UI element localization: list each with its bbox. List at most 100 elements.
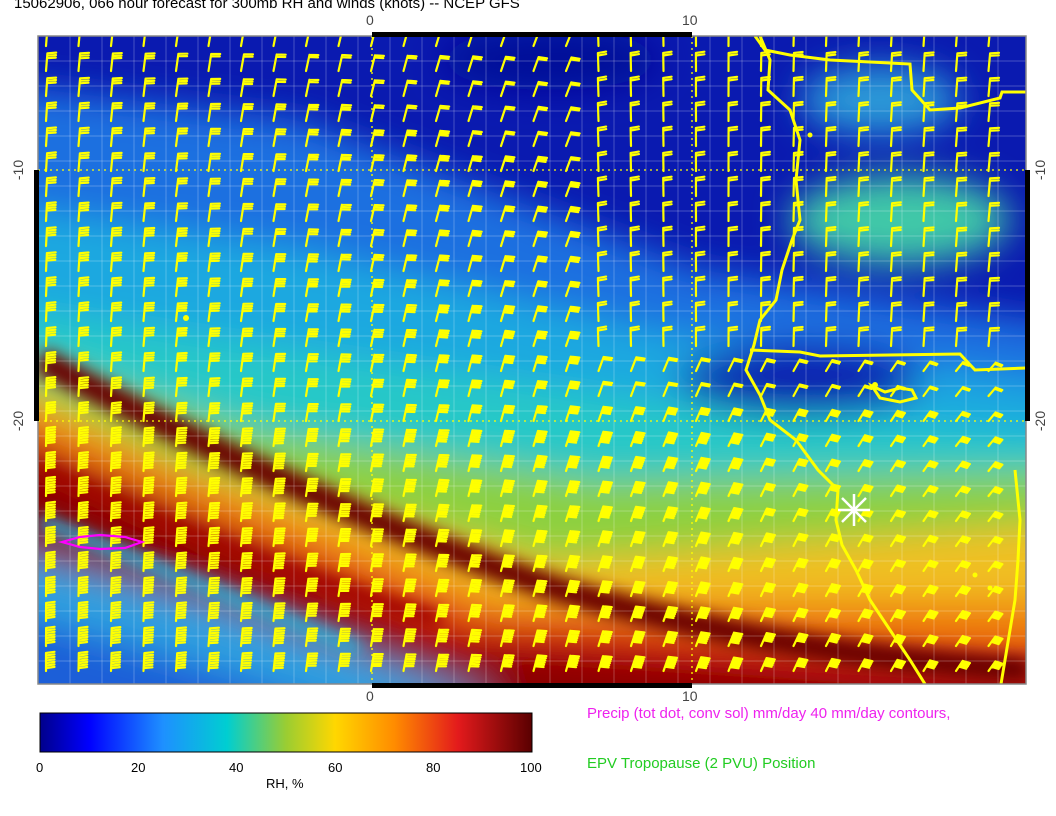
wind-barb [467, 179, 483, 198]
wind-barb [304, 153, 320, 173]
wind-barb [272, 103, 287, 123]
wind-barb [532, 554, 548, 573]
wind-barb [467, 554, 483, 573]
wind-barb [759, 36, 763, 48]
wind-barb [239, 377, 254, 398]
wind-barb [142, 626, 155, 648]
wind-barb [532, 355, 548, 373]
wind-barb [532, 56, 549, 73]
wind-barb [337, 253, 352, 273]
wind-barb [272, 502, 286, 523]
wind-barb [662, 381, 679, 398]
wind-barb [987, 560, 1004, 573]
wind-barb [337, 378, 352, 398]
wind-barb [337, 353, 352, 373]
wind-barb [77, 201, 90, 223]
wind-barb [792, 582, 809, 598]
wind-barb [987, 436, 1004, 448]
wind-barb [629, 555, 646, 573]
wind-barb [44, 650, 56, 673]
wind-barb [987, 411, 1004, 423]
wind-barb [694, 36, 698, 48]
wind-barb [954, 659, 972, 673]
wind-barb [694, 357, 711, 373]
wind-barb [304, 477, 319, 498]
wind-barb [369, 478, 385, 498]
wind-barb [694, 631, 711, 648]
wind-barb [77, 476, 89, 498]
wind-barb [77, 76, 91, 98]
wind-barb [239, 153, 254, 173]
wind-barb [727, 325, 739, 348]
wind-barb [987, 511, 1004, 523]
wind-barb [304, 452, 319, 473]
wind-barb [142, 326, 156, 348]
wind-barb [954, 151, 968, 173]
wind-barb [596, 275, 608, 298]
left-tick-minus10: -10 [10, 159, 27, 181]
wind-barb [564, 156, 581, 173]
wind-barb [759, 632, 776, 648]
wind-barb [564, 554, 581, 573]
wind-barb [662, 456, 679, 473]
wind-barb [369, 178, 385, 198]
wind-barb [44, 475, 57, 498]
wind-barb [792, 632, 809, 648]
wind-barb [44, 425, 57, 448]
wind-barb [922, 460, 939, 473]
wind-barb [44, 276, 57, 298]
wind-barb [142, 476, 155, 498]
wind-barb [499, 36, 514, 48]
wind-barb [564, 230, 581, 248]
wind-barb [239, 427, 254, 448]
wind-barb [142, 52, 156, 73]
wind-barb [174, 626, 188, 648]
wind-barb [142, 501, 155, 523]
wind-barb [759, 275, 771, 298]
wind-barb [792, 325, 804, 348]
wind-barb [694, 275, 706, 298]
wind-barb [629, 325, 640, 348]
wind-barb [174, 351, 188, 373]
wind-barb [402, 104, 418, 123]
wind-barb [239, 552, 253, 573]
wind-barb [44, 625, 56, 648]
wind-barb [434, 553, 450, 573]
wind-barb [369, 603, 384, 623]
wind-barb [857, 484, 874, 498]
wind-barb [44, 500, 57, 523]
wind-barb [824, 226, 837, 248]
wind-barb [987, 226, 1001, 248]
wind-barb [987, 326, 1001, 348]
wind-barb [759, 325, 771, 348]
wind-barb [402, 478, 417, 498]
wind-barb [499, 629, 515, 648]
wind-barb [889, 151, 902, 173]
wind-barb [596, 200, 608, 223]
wind-barb [402, 528, 417, 548]
wind-barb [759, 532, 776, 548]
wind-barb [694, 431, 711, 448]
wind-barb [857, 51, 870, 73]
wind-barb [532, 454, 548, 473]
wind-barb [694, 75, 706, 98]
wind-barb [759, 582, 776, 598]
wind-barb [596, 300, 608, 323]
wind-barb [467, 229, 483, 248]
wind-barb [662, 150, 673, 173]
wind-barb [564, 36, 581, 48]
wind-barb [369, 228, 385, 248]
wind-barb [629, 455, 646, 473]
wind-barb [694, 506, 711, 523]
wind-barb [77, 575, 89, 598]
wind-barb [889, 51, 902, 73]
wind-barb [174, 77, 189, 98]
wind-barb [369, 428, 385, 448]
wind-barb [889, 409, 907, 423]
wind-barb [499, 230, 516, 248]
wind-barb [44, 251, 57, 273]
wind-barb [272, 36, 277, 48]
wind-barb [44, 51, 58, 73]
wind-barb [727, 482, 744, 498]
